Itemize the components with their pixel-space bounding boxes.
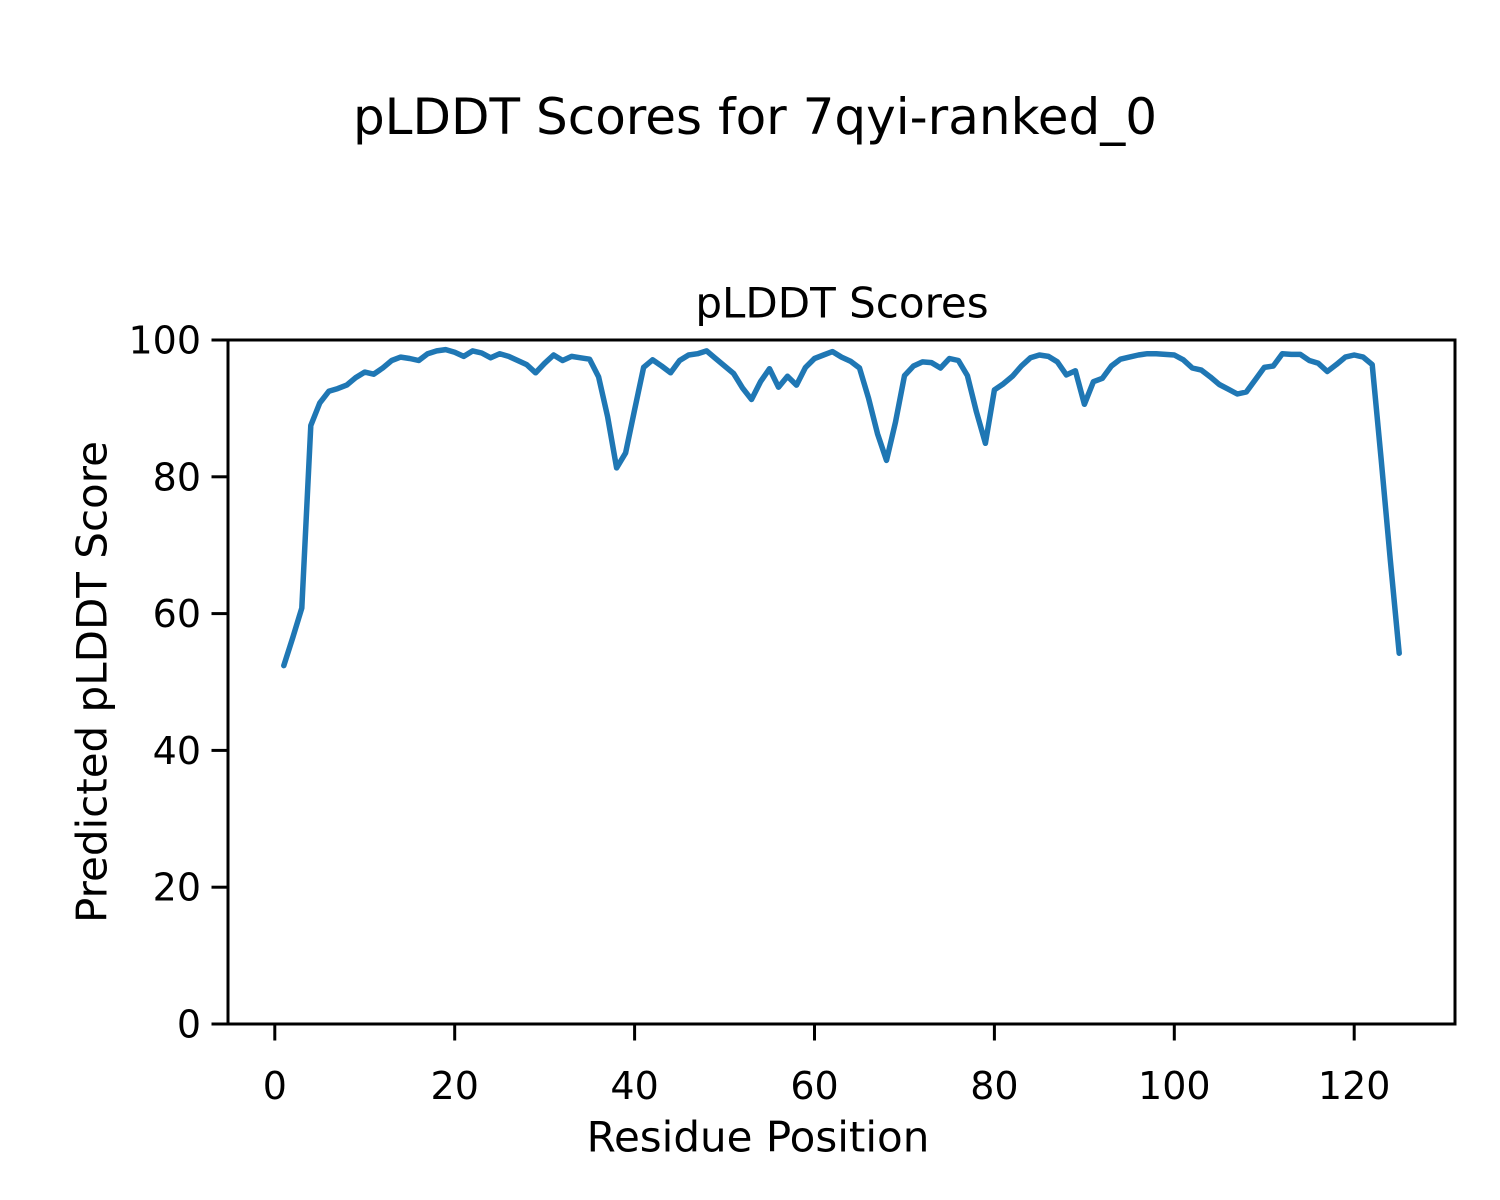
y-tick-label: 100: [128, 319, 201, 363]
axes-title: pLDDT Scores: [695, 278, 989, 328]
axes-spines: [226, 338, 1457, 1026]
y-tick-label: 60: [153, 592, 201, 636]
figure-suptitle: pLDDT Scores for 7qyi-ranked_0: [352, 88, 1158, 146]
y-tick-label: 0: [177, 1003, 201, 1047]
y-tick-label: 80: [153, 455, 201, 499]
x-tick-label: 40: [610, 1064, 658, 1108]
x-tick-label: 20: [431, 1064, 479, 1108]
x-tick-label: 120: [1318, 1064, 1391, 1108]
y-tick-label: 40: [153, 729, 201, 773]
x-axis-label: Residue Position: [586, 1112, 930, 1162]
x-tick-label: 60: [790, 1064, 838, 1108]
y-axis-label: Predicted pLDDT Score: [67, 441, 117, 923]
x-tick-label: 100: [1138, 1064, 1211, 1108]
y-tick-label: 20: [153, 866, 201, 910]
plddt-line-series: [281, 346, 1402, 669]
x-tick-label: 80: [970, 1064, 1018, 1108]
x-tick-label: 0: [263, 1064, 287, 1108]
